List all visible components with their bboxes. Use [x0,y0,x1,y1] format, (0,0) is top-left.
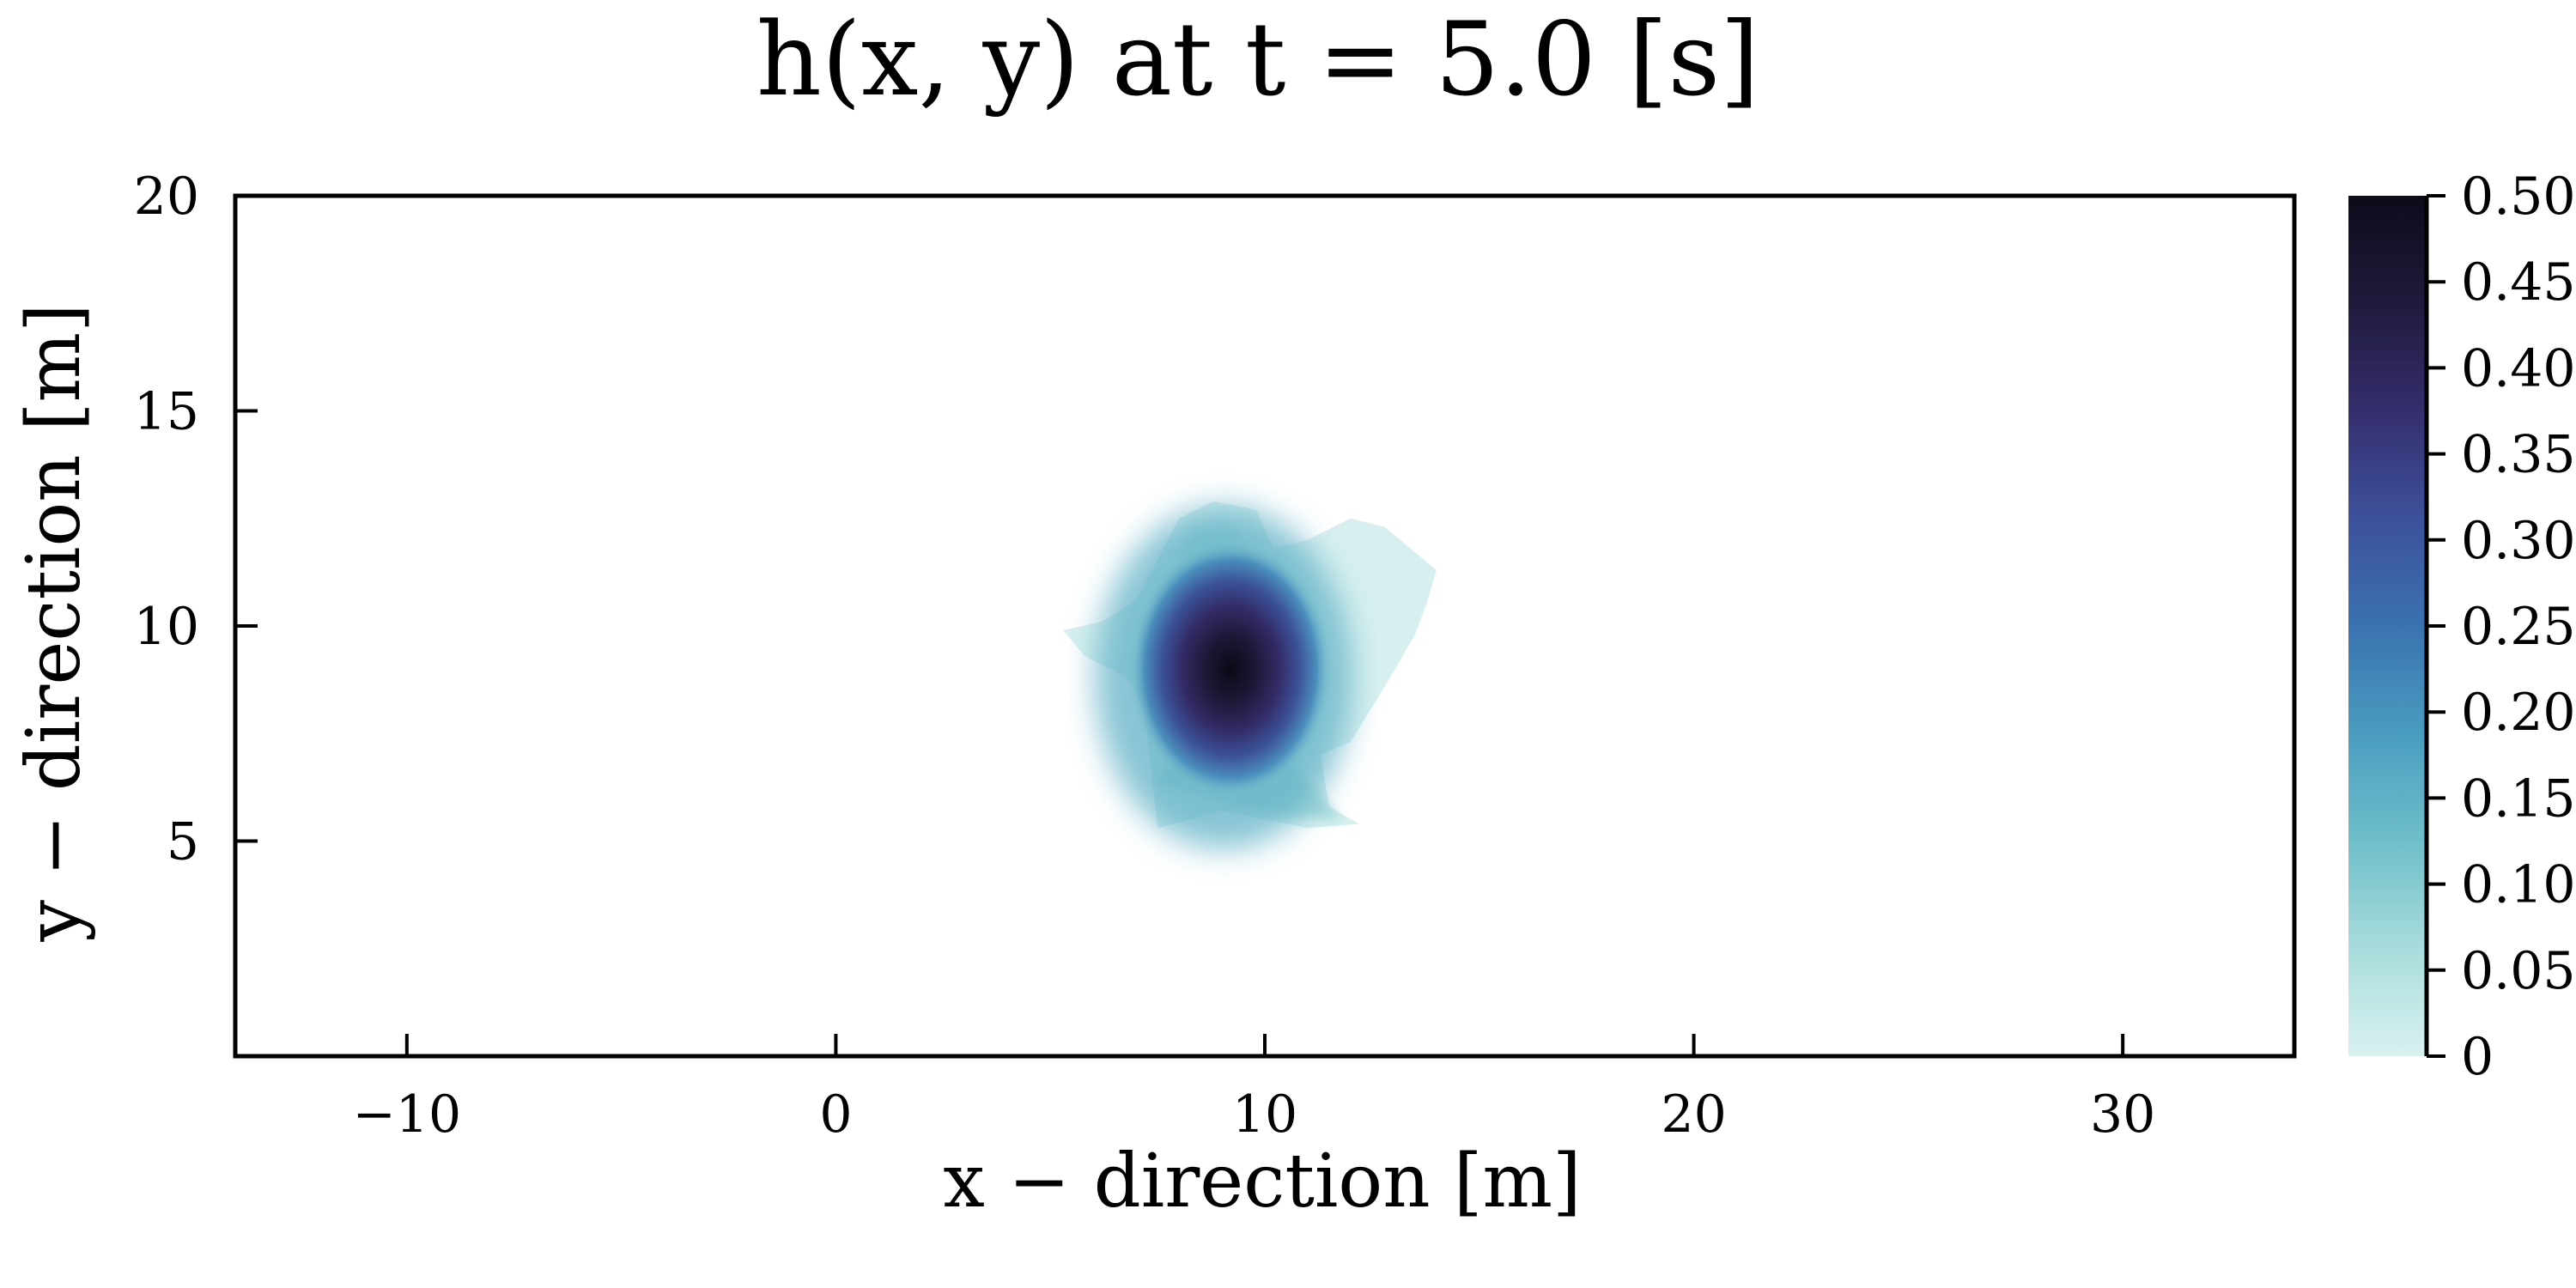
peak-core [1129,540,1333,799]
x-axis: −10 0 10 20 30 [353,1034,2155,1145]
colorbar-tick-label: 0.20 [2461,683,2576,743]
colorbar-tick-label: 0.45 [2461,252,2576,313]
x-tick-label: 10 [1232,1084,1297,1145]
colorbar-tick-label: 0.30 [2461,511,2576,571]
colorbar: 0 0.05 0.10 0.15 0.20 0.25 0.30 0.35 0.40 0.45 0.5… [2348,167,2576,1087]
y-tick-label: 5 [167,812,199,872]
y-tick-label: 15 [134,382,199,442]
colorbar-tick-label: 0 [2461,1027,2494,1087]
y-tick-label: 20 [134,167,199,227]
colorbar-tick-label: 0.40 [2461,338,2576,398]
colorbar-tick-label: 0.15 [2461,769,2576,829]
colorbar-tick-label: 0.05 [2461,941,2576,1001]
heatmap-layer [1063,501,1437,850]
x-tick-label: −10 [353,1084,462,1145]
y-axis: 5 10 15 20 [134,167,258,872]
y-tick-label: 10 [134,597,199,657]
colorbar-tick-label: 0.10 [2461,855,2576,915]
x-tick-label: 0 [819,1084,852,1145]
colorbar-tick-label: 0.50 [2461,167,2576,227]
colorbar-gradient [2348,196,2427,1056]
colorbar-tick-label: 0.35 [2461,425,2576,485]
y-axis-label: y − direction [m] [11,303,97,942]
colorbar-tick-label: 0.25 [2461,597,2576,657]
x-axis-label: x − direction [m] [943,1139,1581,1224]
x-tick-label: 30 [2090,1084,2155,1145]
x-tick-label: 20 [1661,1084,1726,1145]
chart-title: h(x, y) at t = 5.0 [s] [756,0,1759,118]
